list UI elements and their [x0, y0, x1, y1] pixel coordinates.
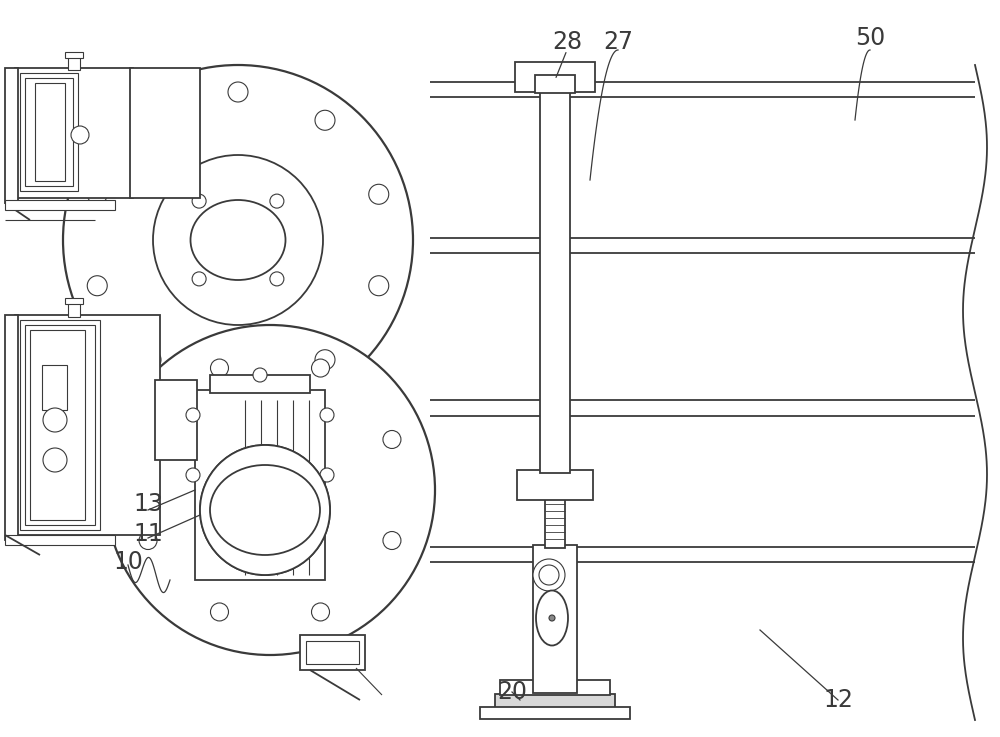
Ellipse shape — [210, 465, 320, 555]
Bar — [540, 88, 570, 473]
Circle shape — [315, 350, 335, 370]
Bar — [35, 83, 65, 181]
Bar — [42, 365, 67, 410]
Ellipse shape — [190, 200, 286, 280]
Bar — [515, 62, 595, 92]
Bar — [210, 375, 310, 393]
Bar — [25, 325, 95, 525]
Bar — [30, 330, 85, 520]
Bar — [15, 315, 160, 535]
Bar — [300, 635, 365, 670]
Circle shape — [141, 111, 161, 130]
Circle shape — [87, 184, 107, 204]
Text: 27: 27 — [603, 30, 633, 54]
Circle shape — [315, 111, 335, 130]
Bar — [68, 55, 80, 70]
Circle shape — [200, 445, 330, 575]
Bar — [130, 68, 200, 198]
Circle shape — [139, 430, 157, 449]
Circle shape — [539, 565, 559, 585]
Bar — [5, 200, 115, 210]
Circle shape — [253, 368, 267, 382]
Text: 13: 13 — [133, 492, 163, 516]
Text: 12: 12 — [823, 688, 853, 712]
Circle shape — [228, 378, 248, 398]
Circle shape — [200, 445, 330, 575]
Circle shape — [270, 272, 284, 286]
Text: 50: 50 — [855, 26, 885, 50]
Circle shape — [186, 408, 200, 422]
Bar — [155, 380, 197, 460]
Circle shape — [320, 468, 334, 482]
Circle shape — [293, 470, 305, 482]
Circle shape — [141, 350, 161, 370]
Bar — [517, 470, 593, 500]
Bar — [533, 545, 577, 693]
Circle shape — [293, 538, 305, 550]
Circle shape — [43, 448, 67, 472]
Bar — [15, 68, 133, 198]
Circle shape — [105, 325, 435, 655]
Bar — [545, 498, 565, 548]
Circle shape — [153, 155, 323, 325]
Circle shape — [225, 470, 237, 482]
Bar — [20, 320, 100, 530]
Ellipse shape — [210, 465, 320, 555]
Bar — [25, 78, 73, 186]
Bar — [220, 440, 315, 545]
Bar — [65, 52, 83, 58]
Bar — [5, 535, 115, 545]
Circle shape — [369, 184, 389, 204]
Circle shape — [369, 276, 389, 296]
Ellipse shape — [536, 590, 568, 646]
Circle shape — [320, 408, 334, 422]
Bar — [65, 298, 83, 304]
Circle shape — [192, 194, 206, 208]
Text: 11: 11 — [133, 522, 163, 546]
Circle shape — [312, 359, 330, 377]
Circle shape — [270, 194, 284, 208]
Circle shape — [43, 408, 67, 432]
Bar — [306, 641, 359, 664]
Circle shape — [533, 559, 565, 591]
Circle shape — [383, 531, 401, 550]
Circle shape — [87, 276, 107, 296]
Circle shape — [63, 65, 413, 415]
Circle shape — [210, 603, 228, 621]
Circle shape — [225, 538, 237, 550]
Circle shape — [312, 603, 330, 621]
Circle shape — [139, 531, 157, 550]
Text: 20: 20 — [497, 680, 527, 704]
Bar — [5, 315, 18, 540]
Circle shape — [71, 126, 89, 144]
Circle shape — [210, 359, 228, 377]
Bar — [535, 75, 575, 93]
Text: 28: 28 — [552, 30, 582, 54]
Bar — [20, 73, 78, 191]
Circle shape — [192, 272, 206, 286]
Bar — [480, 707, 630, 719]
Bar — [500, 680, 610, 695]
Bar — [5, 68, 18, 203]
Bar — [68, 302, 80, 317]
Circle shape — [186, 468, 200, 482]
Circle shape — [383, 430, 401, 449]
Text: 10: 10 — [113, 550, 143, 574]
Bar — [495, 694, 615, 708]
Circle shape — [228, 82, 248, 102]
Circle shape — [549, 615, 555, 621]
Bar — [195, 390, 325, 580]
